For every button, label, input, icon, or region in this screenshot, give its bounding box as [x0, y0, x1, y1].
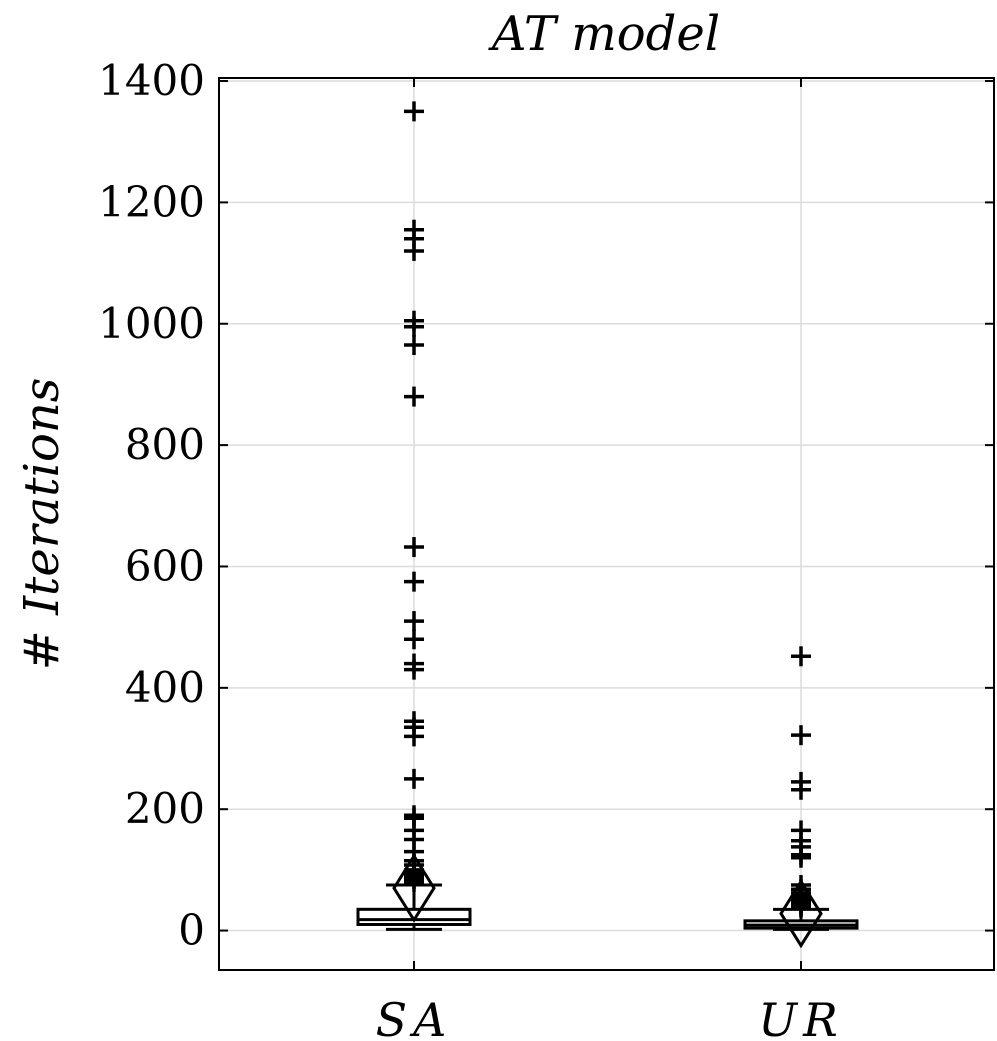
- box-plots: [356, 101, 859, 949]
- y-tick-label: 600: [125, 541, 205, 590]
- box-ur: [743, 646, 859, 949]
- box-sa: [356, 101, 472, 931]
- plot-frame: [218, 77, 995, 971]
- x-category-label: UR: [758, 993, 843, 1041]
- x-axis: SA UR: [376, 78, 843, 1041]
- y-axis: 0 200 400 600 800 1000 1200 1400: [98, 56, 994, 955]
- chart-title: AT model: [488, 6, 720, 62]
- y-tick-label: 1000: [98, 299, 205, 348]
- y-tick-label: 200: [125, 784, 205, 833]
- x-category-label: SA: [376, 993, 453, 1041]
- mean-marker: [779, 878, 823, 949]
- y-tick-label: 800: [125, 420, 205, 469]
- y-axis-label: # Iterations: [14, 378, 70, 671]
- grid-lines: [219, 78, 994, 970]
- y-tick-label: 1400: [98, 56, 205, 105]
- mean-marker: [392, 853, 436, 923]
- y-tick-label: 1200: [98, 177, 205, 226]
- y-tick-label: 0: [178, 906, 205, 955]
- y-tick-label: 400: [125, 663, 205, 712]
